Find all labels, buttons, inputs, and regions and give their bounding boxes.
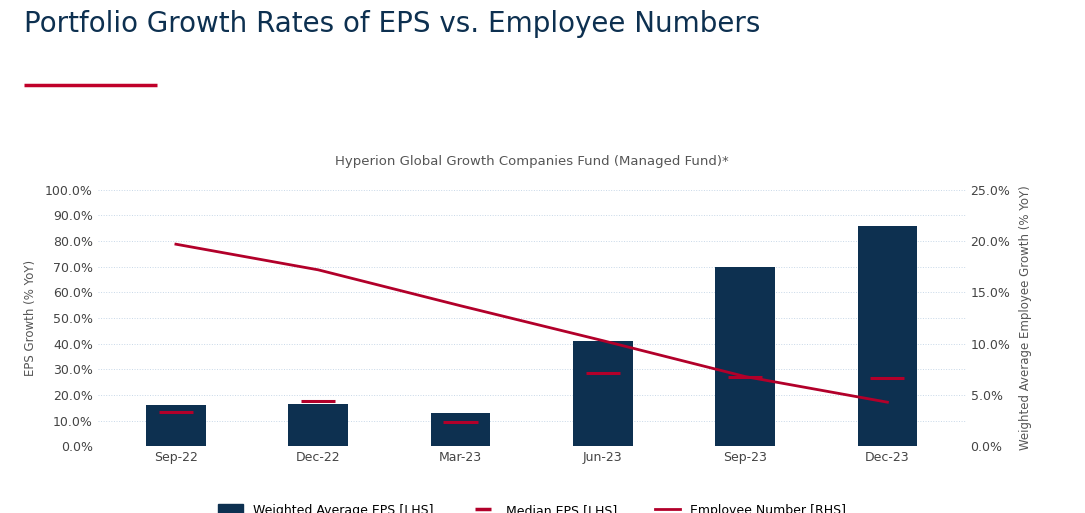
Y-axis label: EPS Growth (% YoY): EPS Growth (% YoY) [24, 260, 37, 376]
Text: Hyperion Global Growth Companies Fund (Managed Fund)*: Hyperion Global Growth Companies Fund (M… [335, 155, 728, 168]
Text: Portfolio Growth Rates of EPS vs. Employee Numbers: Portfolio Growth Rates of EPS vs. Employ… [24, 10, 761, 38]
Bar [715, 267, 775, 446]
Legend: Weighted Average EPS [LHS], Median EPS [LHS], Employee Number [RHS]: Weighted Average EPS [LHS], Median EPS [… [213, 499, 851, 513]
Bar [146, 405, 206, 446]
Y-axis label: Weighted Average Employee Growth (% YoY): Weighted Average Employee Growth (% YoY) [1019, 186, 1032, 450]
Bar [289, 404, 348, 446]
Bar [431, 413, 490, 446]
Bar [573, 341, 633, 446]
Bar [857, 226, 917, 446]
